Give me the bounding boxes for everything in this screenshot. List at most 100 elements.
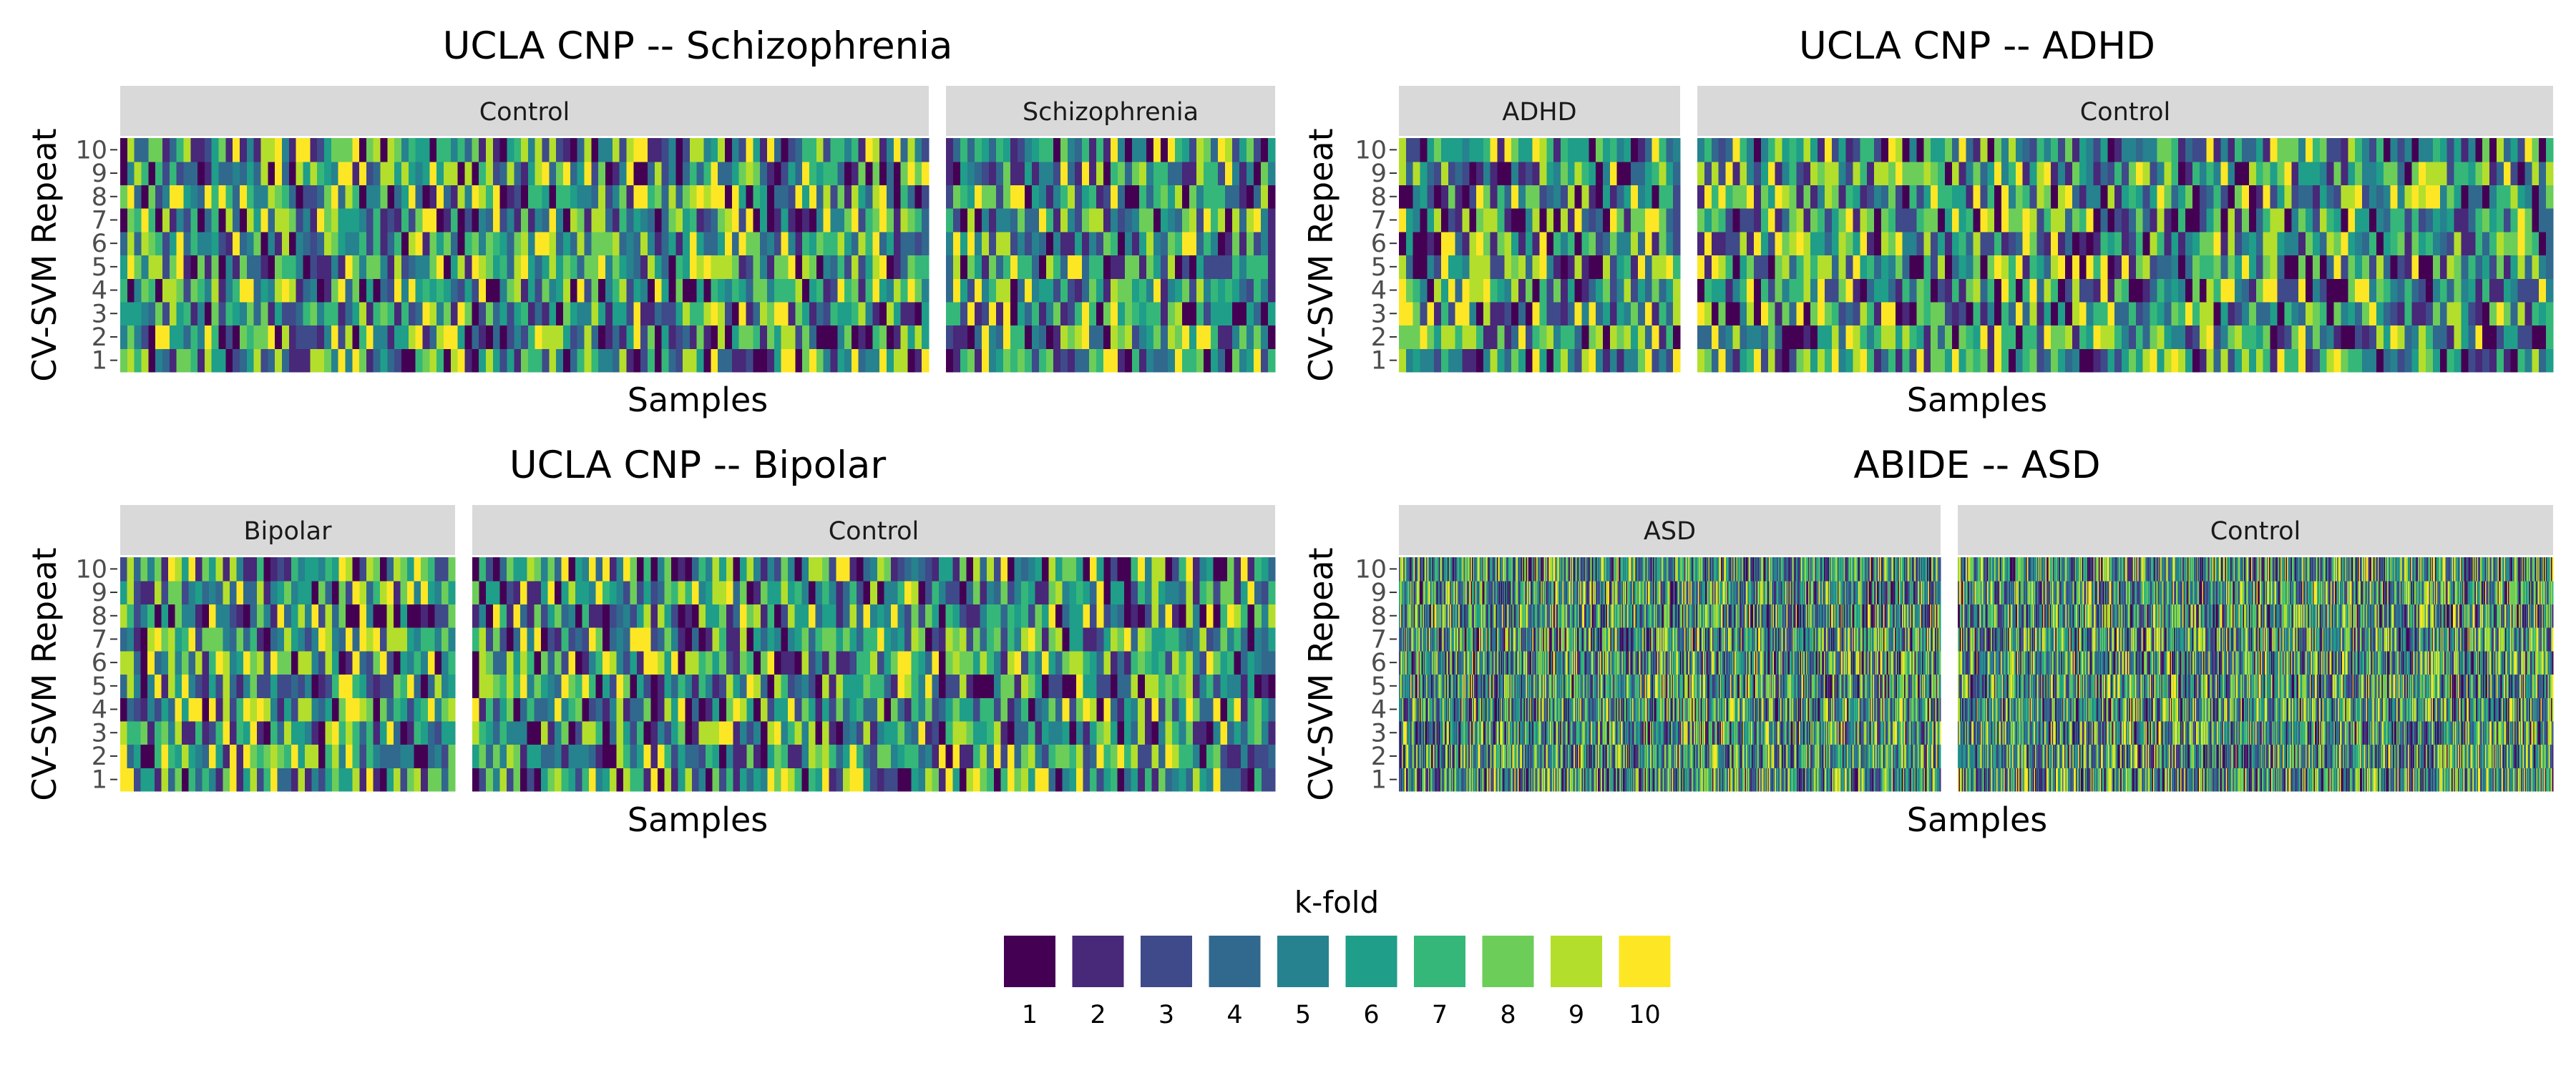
heatmap-cell [1166, 627, 1173, 651]
heatmap-cell [486, 651, 493, 675]
heatmap-cell [2369, 255, 2376, 279]
heatmap-cell [1069, 768, 1076, 791]
heatmap-cell [1754, 208, 1761, 232]
heatmap-cell [2143, 325, 2150, 349]
heatmap-cell [436, 138, 444, 162]
heatmap-cell [1069, 604, 1076, 627]
heatmap-cell [1645, 278, 1652, 302]
heatmap-cell [2306, 162, 2313, 185]
heatmap-cell [268, 302, 275, 325]
heatmap-cell [1166, 604, 1173, 627]
heatmap-cell [1596, 138, 1603, 162]
heatmap-cell [230, 581, 237, 604]
heatmap-cell [1980, 348, 1987, 372]
heatmap-cell [706, 627, 713, 651]
heatmap-cell [760, 138, 767, 162]
heatmap-cell [1673, 255, 1680, 279]
heatmap-cell [1782, 162, 1790, 185]
heatmap-cell [987, 768, 994, 791]
heatmap-cell [1966, 348, 1974, 372]
heatmap-cell [2065, 232, 2072, 255]
heatmap-cell [2001, 278, 2009, 302]
heatmap-cell [582, 604, 589, 627]
heatmap-cell [127, 325, 135, 349]
heatmap-cell [1015, 627, 1022, 651]
heatmap-cell [849, 745, 857, 768]
heatmap-cell [648, 162, 655, 185]
heatmap-cell [381, 162, 388, 185]
heatmap-cell [528, 138, 535, 162]
heatmap-cell [168, 721, 175, 745]
heatmap-cell [135, 278, 142, 302]
heatmap-cell [898, 721, 905, 745]
heatmap-cell [1966, 162, 1974, 185]
heatmap-cell [582, 745, 589, 768]
heatmap-cell [120, 697, 127, 721]
heatmap-cell [598, 348, 605, 372]
heatmap-cell [2539, 232, 2546, 255]
heatmap-cell [1186, 627, 1193, 651]
heatmap-cell [441, 768, 449, 791]
heatmap-cell [1719, 278, 1726, 302]
heatmap-cell [303, 162, 310, 185]
heatmap-cell [387, 348, 394, 372]
heatmap-cell [448, 651, 455, 675]
heatmap-cell [589, 768, 596, 791]
heatmap-cell [760, 348, 767, 372]
heatmap-cell [1631, 348, 1638, 372]
heatmap-cell [2107, 185, 2114, 208]
heatmap-cell [829, 604, 836, 627]
heatmap-cell [1053, 255, 1061, 279]
heatmap-cell [1146, 348, 1154, 372]
heatmap-cell [767, 721, 774, 745]
heatmap-cell [1697, 255, 1704, 279]
heatmap-cell [739, 185, 746, 208]
heatmap-cell [1035, 768, 1042, 791]
heatmap-cell [2270, 302, 2278, 325]
heatmap-cell [535, 302, 542, 325]
heatmap-cell [952, 651, 960, 675]
heatmap-cell [421, 604, 428, 627]
heatmap-cell [1526, 138, 1533, 162]
heatmap-cell [2164, 348, 2171, 372]
heatmap-cell [1846, 325, 1853, 349]
heatmap-cell [2362, 232, 2369, 255]
heatmap-cell [2157, 138, 2164, 162]
heatmap-cell [932, 651, 940, 675]
heatmap-cell [1589, 255, 1596, 279]
heatmap-cell [610, 581, 617, 604]
heatmap-cell [2313, 278, 2320, 302]
heatmap-cell [416, 255, 423, 279]
heatmap-cell [1867, 162, 1874, 185]
heatmap-cell [767, 768, 774, 791]
heatmap-cell [904, 627, 912, 651]
heatmap-cell [2079, 278, 2087, 302]
heatmap-cell [223, 604, 230, 627]
heatmap-cell [894, 162, 901, 185]
heatmap-cell [1232, 232, 1240, 255]
heatmap-cell [423, 232, 430, 255]
heatmap-cell [2143, 348, 2150, 372]
heatmap-cell [317, 162, 324, 185]
heatmap-cell [2475, 162, 2482, 185]
heatmap-cell [542, 255, 550, 279]
heatmap-cell [1469, 162, 1476, 185]
heatmap-cell [1945, 232, 1952, 255]
heatmap-cell [1076, 721, 1083, 745]
heatmap-cell [767, 581, 774, 604]
heatmap-cell [857, 675, 864, 698]
heatmap-cell [809, 348, 816, 372]
heatmap-cell [739, 138, 746, 162]
heatmap-cell [1476, 138, 1483, 162]
heatmap-cell [493, 325, 500, 349]
heatmap-cell [240, 138, 247, 162]
heatmap-cell [414, 651, 421, 675]
heatmap-cell [1399, 302, 1406, 325]
heatmap-cell [946, 675, 953, 698]
heatmap-cell [1172, 604, 1179, 627]
heatmap-cell [1239, 138, 1247, 162]
heatmap-cell [989, 185, 997, 208]
heatmap-cell [209, 627, 216, 651]
heatmap-cell [589, 581, 596, 604]
heatmap-cell [2009, 302, 2016, 325]
